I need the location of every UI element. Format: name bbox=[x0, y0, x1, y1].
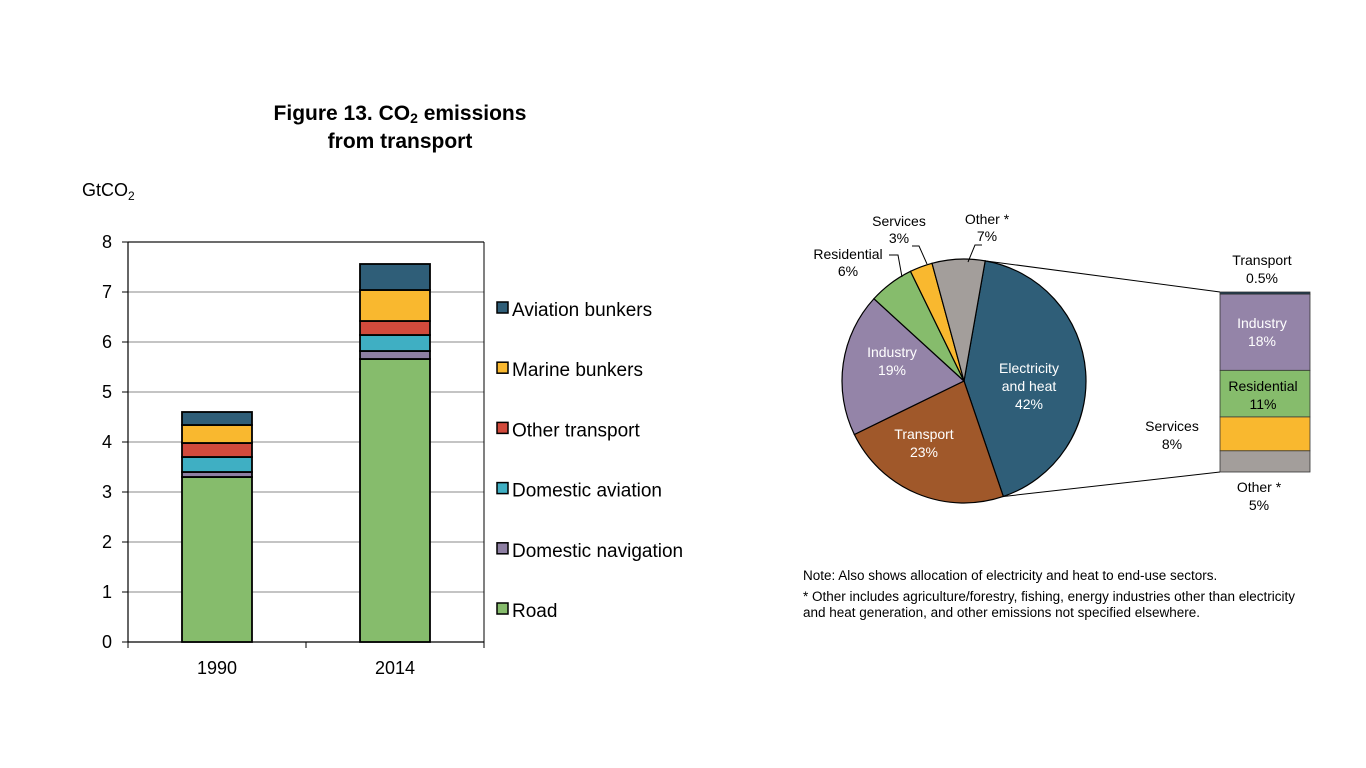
breakdown-label: 8% bbox=[1162, 436, 1182, 452]
bar-segment-road-2014 bbox=[359, 358, 431, 643]
bar-segment-aviation-bunkers-2014 bbox=[359, 263, 431, 291]
breakdown-label: Residential bbox=[1228, 378, 1297, 394]
pie-slice-industry bbox=[841, 297, 966, 436]
unit-subscript: 2 bbox=[128, 189, 135, 203]
legend-label: Road bbox=[512, 601, 557, 622]
legend-swatch-road bbox=[496, 602, 509, 615]
legend-label: Marine bunkers bbox=[512, 360, 643, 381]
y-tick-label: 5 bbox=[102, 382, 112, 402]
pie-slice-label: Services bbox=[872, 213, 926, 229]
breakdown-segment-industry bbox=[1219, 293, 1311, 371]
pie-slice-other- bbox=[931, 258, 986, 382]
pie-slice-label: Other * bbox=[965, 211, 1010, 227]
title-text-suffix: emissions bbox=[417, 102, 527, 125]
pie-slice-electricity-and-heat bbox=[963, 260, 1087, 498]
legend-swatch-other-transport bbox=[496, 421, 509, 435]
connector-line-top bbox=[985, 260, 1221, 293]
legend-label: Domestic navigation bbox=[512, 541, 683, 562]
breakdown-segment-services bbox=[1219, 416, 1311, 452]
pie-slice-label: Residential bbox=[813, 246, 882, 262]
y-tick-label: 4 bbox=[102, 432, 112, 452]
legend-swatch-marine-bunkers bbox=[496, 361, 509, 374]
breakdown-label: Other * bbox=[1237, 479, 1282, 495]
footnote-text: * Other includes agriculture/forestry, f… bbox=[803, 589, 1295, 620]
pie-slice-transport bbox=[853, 380, 1005, 504]
pie-slice-label: Transport bbox=[894, 426, 954, 442]
breakdown-label: Services bbox=[1145, 418, 1199, 434]
legend-label: Domestic aviation bbox=[512, 481, 662, 502]
y-tick-label: 7 bbox=[102, 282, 112, 302]
y-tick-label: 2 bbox=[102, 532, 112, 552]
pie-slice-label: 3% bbox=[889, 230, 909, 246]
pie-slice-label: 42% bbox=[1015, 396, 1043, 412]
leader-line bbox=[967, 244, 982, 263]
pie-slice-label: 6% bbox=[838, 263, 858, 279]
y-tick-label: 0 bbox=[102, 632, 112, 652]
bar-segment-marine-bunkers-2014 bbox=[359, 289, 431, 322]
bar-segment-road-1990 bbox=[181, 476, 253, 643]
y-axis-unit-label: GtCO2 bbox=[82, 180, 135, 203]
breakdown-segment-other- bbox=[1219, 450, 1311, 473]
bar-segment-marine-bunkers-1990 bbox=[181, 424, 253, 444]
legend-swatch-domestic-navigation bbox=[496, 542, 509, 555]
leader-line bbox=[889, 254, 903, 278]
pie-slice-label: Industry bbox=[867, 344, 917, 360]
pie-slice-label: 23% bbox=[910, 444, 938, 460]
y-tick-label: 3 bbox=[102, 482, 112, 502]
legend-swatch-aviation-bunkers bbox=[496, 301, 509, 314]
y-tick-label: 6 bbox=[102, 332, 112, 352]
title-subscript: 2 bbox=[410, 110, 418, 126]
pie-slice-label: 19% bbox=[878, 362, 906, 378]
legend-label: Aviation bunkers bbox=[512, 300, 652, 321]
bar-segment-aviation-bunkers-1990 bbox=[181, 411, 253, 426]
x-tick-label: 2014 bbox=[375, 658, 415, 678]
bar-segment-domestic-aviation-2014 bbox=[359, 334, 431, 352]
unit-text: GtCO bbox=[82, 180, 129, 200]
chart-title: Figure 13. CO2 emissions from transport bbox=[200, 100, 600, 156]
bar-segment-domestic-aviation-1990 bbox=[181, 456, 253, 473]
y-tick-label: 1 bbox=[102, 582, 112, 602]
breakdown-label: 5% bbox=[1249, 497, 1269, 513]
pie-slice-label: and heat bbox=[1002, 378, 1057, 394]
legend-label: Other transport bbox=[512, 420, 640, 441]
bar-segment-other-transport-2014 bbox=[359, 320, 431, 336]
legend-swatch-domestic-aviation bbox=[496, 481, 509, 495]
x-tick-label: 1990 bbox=[197, 658, 237, 678]
y-tick-label: 8 bbox=[102, 232, 112, 252]
leader-line bbox=[912, 245, 928, 265]
title-line-2: from transport bbox=[327, 130, 473, 153]
breakdown-label: 18% bbox=[1248, 333, 1276, 349]
breakdown-label: Transport bbox=[1232, 252, 1292, 268]
note-text: Note: Also shows allocation of electrici… bbox=[803, 568, 1218, 583]
notes: Note: Also shows allocation of electrici… bbox=[803, 568, 1313, 626]
bar-segment-domestic-navigation-2014 bbox=[359, 350, 431, 360]
breakdown-label: 11% bbox=[1250, 396, 1277, 412]
pie-slice-label: Electricity bbox=[999, 360, 1059, 376]
connector-line-bottom bbox=[1003, 471, 1221, 497]
breakdown-label: 0.5% bbox=[1246, 270, 1278, 286]
breakdown-segment-residential bbox=[1219, 369, 1311, 418]
title-text: Figure 13. CO bbox=[273, 102, 411, 125]
bar-segment-other-transport-1990 bbox=[181, 442, 253, 458]
breakdown-label: Industry bbox=[1237, 315, 1287, 331]
pie-slice-label: 7% bbox=[977, 228, 997, 244]
